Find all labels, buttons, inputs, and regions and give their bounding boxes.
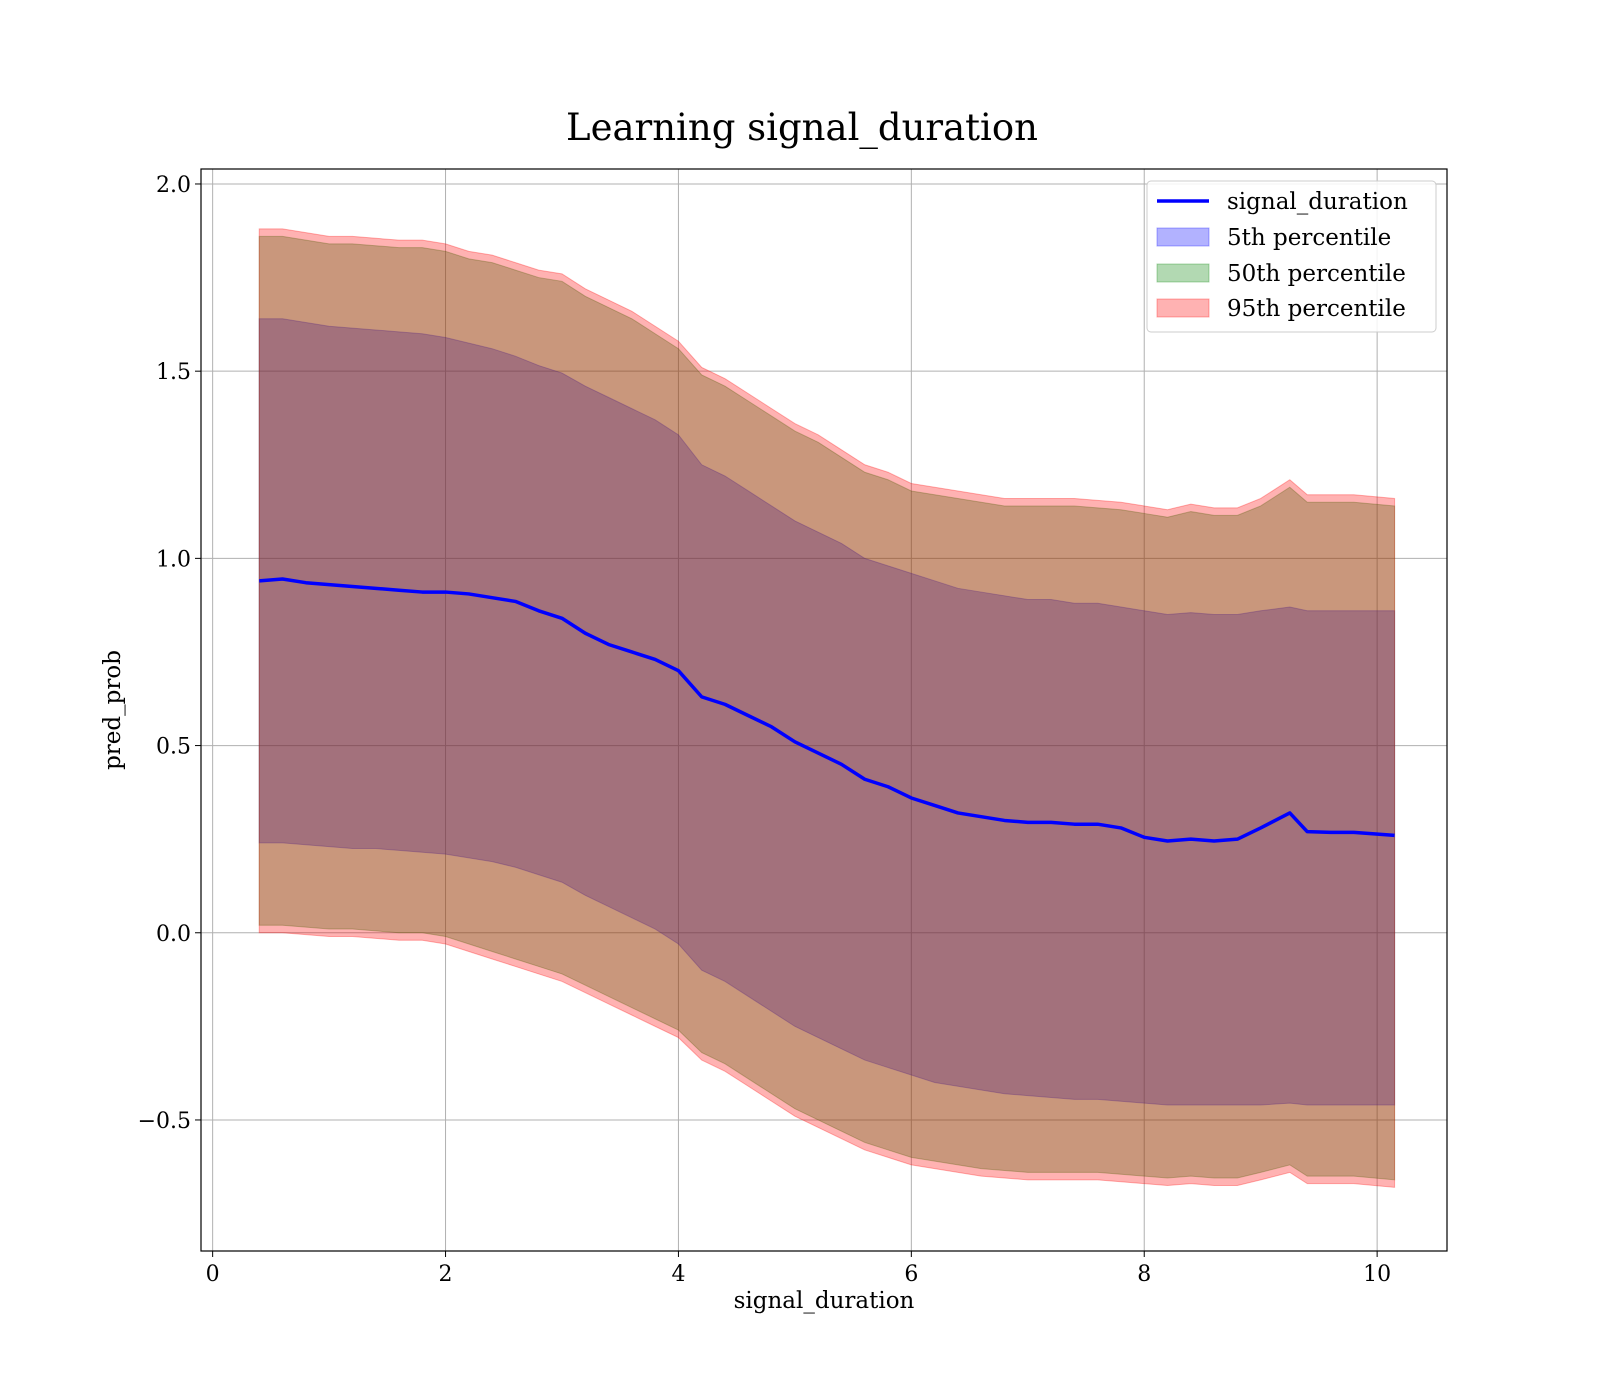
- x-axis: 0 2 4 6 8 10: [206, 1251, 1391, 1287]
- y-tick-label: 0.5: [156, 735, 191, 760]
- series-line-signal-duration: [259, 577, 1395, 843]
- legend-swatch-5th-percentile: [1156, 227, 1210, 247]
- x-axis-label: signal_duration: [734, 1288, 915, 1314]
- band-95th-percentile: [258, 228, 1396, 1188]
- y-tick-label: 1.0: [156, 547, 191, 572]
- legend-frame: [1146, 180, 1437, 333]
- line-layer: [259, 577, 1395, 843]
- chart-title: Learning signal_duration: [566, 106, 1038, 150]
- legend-label-95th-percentile: 95th percentile: [1227, 296, 1406, 322]
- band-5th-percentile: [258, 318, 1396, 1106]
- x-tick-label: 10: [1363, 1262, 1391, 1287]
- band-50th-percentile: [258, 235, 1396, 1181]
- y-tick-label: 1.5: [156, 360, 191, 385]
- legend-swatch-95th-percentile: [1156, 298, 1210, 318]
- legend-label-signal-duration: signal_duration: [1227, 189, 1408, 215]
- y-tick-label: 2.0: [156, 173, 191, 198]
- y-tick-label: 0.0: [156, 922, 191, 947]
- x-tick-label: 0: [206, 1262, 220, 1287]
- plot-frame: [200, 168, 1448, 1252]
- band-layer: [258, 228, 1396, 1188]
- y-tick-label: −0.5: [138, 1109, 191, 1134]
- plot-area: [200, 168, 1448, 1252]
- legend-swatch-50th-percentile: [1156, 263, 1210, 283]
- grid-layer: [201, 169, 1447, 1251]
- legend-label-5th-percentile: 5th percentile: [1227, 225, 1391, 251]
- x-tick-label: 6: [904, 1262, 918, 1287]
- legend: signal_duration 5th percentile 50th perc…: [1146, 180, 1437, 333]
- plot-background: [201, 169, 1447, 1251]
- x-tick-label: 4: [671, 1262, 685, 1287]
- legend-label-50th-percentile: 50th percentile: [1227, 261, 1406, 287]
- y-axis: −0.5 0.0 0.5 1.0 1.5 2.0: [138, 173, 201, 1134]
- x-tick-label: 8: [1137, 1262, 1151, 1287]
- y-axis-label: pred_prob: [100, 650, 126, 770]
- x-tick-label: 2: [439, 1262, 453, 1287]
